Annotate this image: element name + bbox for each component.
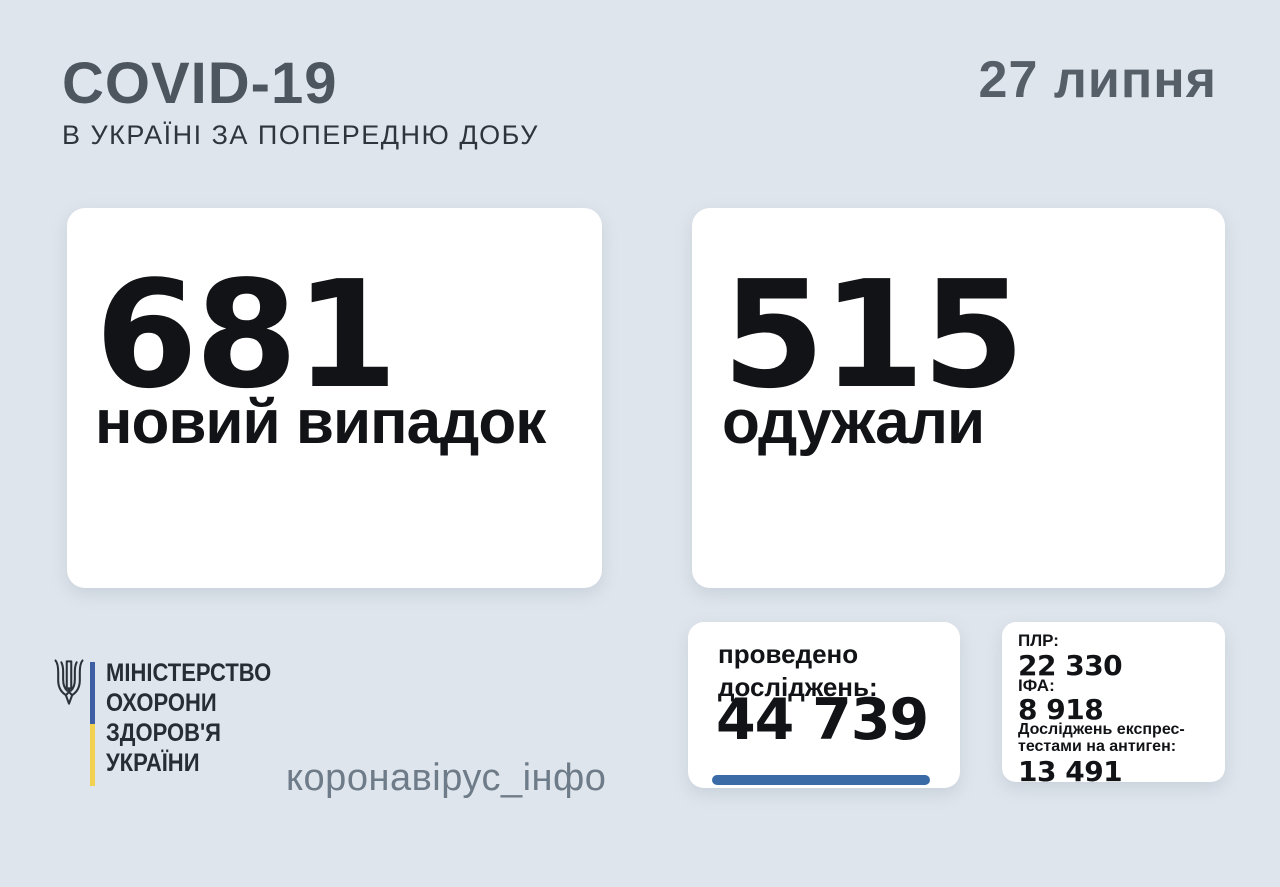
- test-breakdown-card: ПЛР: 22 330 ІФА: 8 918 Досліджень експре…: [1002, 622, 1225, 786]
- new-cases-label: новий випадок: [95, 388, 546, 457]
- report-date: 27 липня: [978, 51, 1217, 109]
- page-subtitle: В УКРАЇНІ ЗА ПОПЕРЕДНЮ ДОБУ: [62, 120, 539, 150]
- ministry-name-line: МІНІСТЕРСТВО: [106, 659, 272, 687]
- flag-bar: [90, 662, 95, 786]
- ministry-name-line: ОХОРОНИ: [106, 689, 217, 717]
- plr-value: 22 330: [1018, 649, 1123, 682]
- plr-label: ПЛР:: [1018, 631, 1059, 650]
- recovered-card: 515 одужали: [692, 208, 1225, 588]
- new-cases-value: 681: [95, 249, 398, 421]
- ifa-value: 8 918: [1018, 693, 1104, 726]
- channel-name: коронавірус_інфо: [286, 757, 607, 799]
- trident-icon: [54, 659, 84, 705]
- recovered-label: одужали: [722, 388, 985, 457]
- antigen-value: 13 491: [1018, 755, 1123, 788]
- antigen-label: Досліджень експрес-тестами на антиген:: [1018, 721, 1185, 755]
- accent-bar: [712, 775, 930, 785]
- recovered-value: 515: [722, 249, 1025, 421]
- new-cases-card: 681 новий випадок: [67, 208, 602, 588]
- tests-card: проведено досліджень: 44 739: [688, 622, 960, 788]
- ministry-logo: [49, 656, 89, 710]
- page-title: COVID-19: [62, 51, 338, 116]
- ministry-name: МІНІСТЕРСТВО ОХОРОНИ ЗДОРОВ'Я УКРАЇНИ: [106, 658, 271, 778]
- ministry-name-line: УКРАЇНИ: [106, 749, 200, 777]
- ministry-name-line: ЗДОРОВ'Я: [106, 719, 222, 747]
- ifa-label: ІФА:: [1018, 676, 1055, 695]
- tests-label: проведено досліджень:: [718, 639, 878, 702]
- tests-value: 44 739: [716, 687, 929, 753]
